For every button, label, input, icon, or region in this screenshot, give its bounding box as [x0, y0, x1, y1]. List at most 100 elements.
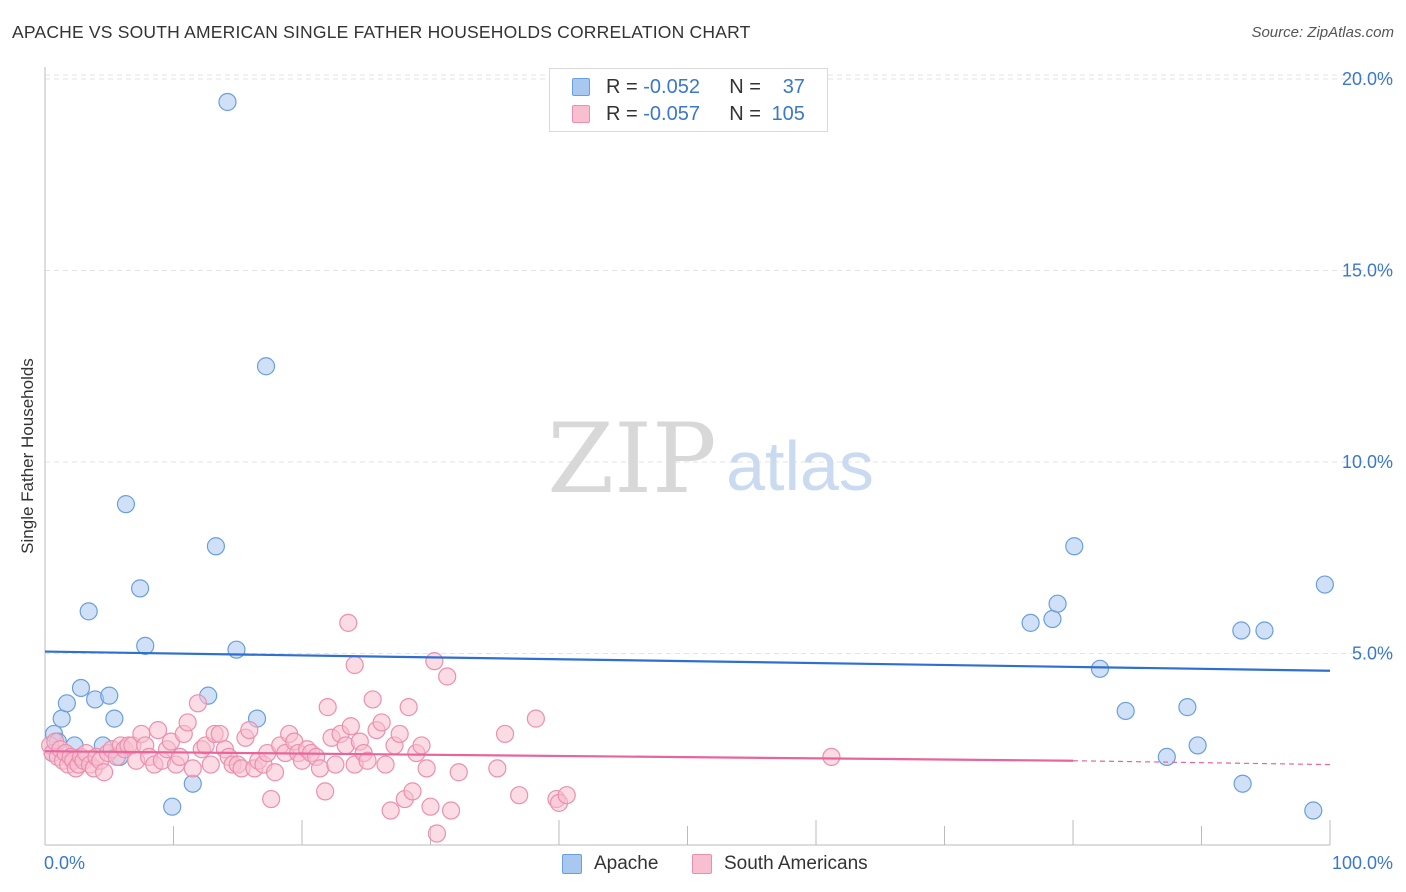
data-point	[1021, 613, 1040, 632]
x-tick-label: 100.0%	[1332, 853, 1393, 873]
data-point	[381, 801, 400, 820]
data-point	[345, 655, 364, 675]
y-tick-label: 5.0%	[1352, 644, 1393, 664]
trend-lines	[44, 650, 1331, 766]
watermark: ZIP atlas	[547, 403, 874, 515]
data-point	[116, 495, 136, 514]
data-point	[1043, 609, 1062, 629]
data-point	[105, 709, 124, 728]
data-point	[399, 698, 418, 717]
data-point	[310, 759, 330, 778]
data-point	[183, 774, 202, 793]
data-point	[136, 636, 155, 655]
data-point	[95, 763, 114, 782]
data-point	[183, 759, 202, 778]
data-point	[427, 824, 447, 843]
data-point	[163, 797, 182, 816]
bottom-legend-apache: Apache	[562, 850, 658, 878]
data-point	[210, 724, 229, 744]
correlation-legend: R = -0.052 N = 37 R = -0.057 N = 105	[549, 68, 828, 132]
data-point	[510, 786, 529, 805]
data-point	[363, 690, 382, 709]
y-tick-label: 10.0%	[1342, 452, 1393, 472]
data-point	[1048, 594, 1067, 613]
tick-labels: 5.0% 10.0% 15.0% 20.0% 0.0% 100.0%	[44, 69, 1393, 873]
watermark-zip: ZIP	[547, 403, 716, 515]
grid-lines	[45, 74, 1392, 654]
data-point	[1315, 575, 1334, 594]
legend-r-label: R =	[606, 102, 638, 125]
data-point	[438, 667, 457, 686]
data-point	[403, 782, 422, 801]
data-points	[41, 92, 1334, 843]
y-tick-label: 20.0%	[1342, 69, 1393, 89]
legend-r-label: R =	[606, 75, 638, 98]
chart-title: APACHE VS SOUTH AMERICAN SINGLE FATHER H…	[12, 22, 751, 42]
data-point	[449, 763, 468, 782]
data-point	[372, 713, 391, 732]
data-point	[339, 613, 358, 632]
axes	[44, 67, 1331, 846]
data-point	[265, 763, 285, 782]
data-point	[130, 579, 150, 598]
legend-n-value-apache: 37	[782, 75, 805, 98]
x-tick-label: 0.0%	[44, 853, 85, 873]
apache-swatch	[562, 854, 582, 874]
data-point	[488, 759, 507, 778]
data-point	[557, 786, 576, 805]
legend-row-south-americans: R = -0.057 N = 105	[572, 101, 805, 127]
legend-row-apache: R = -0.052 N = 37	[572, 74, 805, 100]
data-point	[358, 751, 377, 770]
data-point	[201, 755, 220, 774]
data-point	[421, 797, 440, 816]
trend-line-extension	[1072, 760, 1331, 766]
legend-n-value-south-americans: 105	[771, 102, 805, 125]
data-point	[341, 717, 360, 736]
y-axis-label: Single Father Households	[18, 358, 37, 554]
data-point	[1188, 736, 1207, 755]
legend-n-label: N =	[729, 75, 761, 98]
watermark-atlas: atlas	[726, 427, 874, 505]
chart-source: Source: ZipAtlas.com	[1251, 24, 1394, 41]
data-point	[206, 537, 226, 556]
data-point	[1157, 747, 1176, 767]
bottom-legend-south-americans-label: South Americans	[724, 853, 868, 874]
data-point	[256, 357, 276, 376]
data-point	[412, 736, 431, 755]
data-point	[71, 678, 91, 698]
data-point	[79, 602, 98, 621]
data-point	[262, 789, 281, 809]
bottom-legend-apache-label: Apache	[594, 853, 659, 874]
data-point	[1090, 659, 1110, 678]
legend-n-label: N =	[729, 102, 761, 125]
data-point	[188, 694, 208, 713]
bottom-legend-south-americans: South Americans	[692, 850, 868, 878]
data-point	[1255, 621, 1274, 640]
data-point	[1233, 774, 1252, 793]
data-point	[316, 782, 335, 801]
data-point	[148, 720, 168, 740]
data-point	[495, 724, 515, 744]
legend-r-value-south-americans: -0.057	[643, 102, 700, 125]
data-point	[52, 709, 71, 728]
data-point	[441, 801, 461, 820]
data-point	[326, 755, 345, 774]
data-point	[240, 720, 259, 740]
south-americans-swatch	[692, 854, 712, 874]
data-point	[318, 698, 337, 717]
data-point	[1178, 698, 1197, 717]
data-point	[57, 694, 76, 713]
data-point	[100, 686, 119, 705]
data-point	[417, 759, 436, 778]
data-point	[1232, 621, 1251, 640]
apache-swatch	[572, 78, 590, 96]
data-point	[1304, 801, 1323, 820]
data-point	[1065, 537, 1084, 556]
data-point	[218, 92, 237, 112]
data-point	[822, 747, 841, 767]
trend-line	[44, 750, 1074, 762]
legend-r-value-apache: -0.052	[643, 75, 700, 98]
data-point	[178, 713, 197, 732]
data-point	[1116, 701, 1135, 721]
